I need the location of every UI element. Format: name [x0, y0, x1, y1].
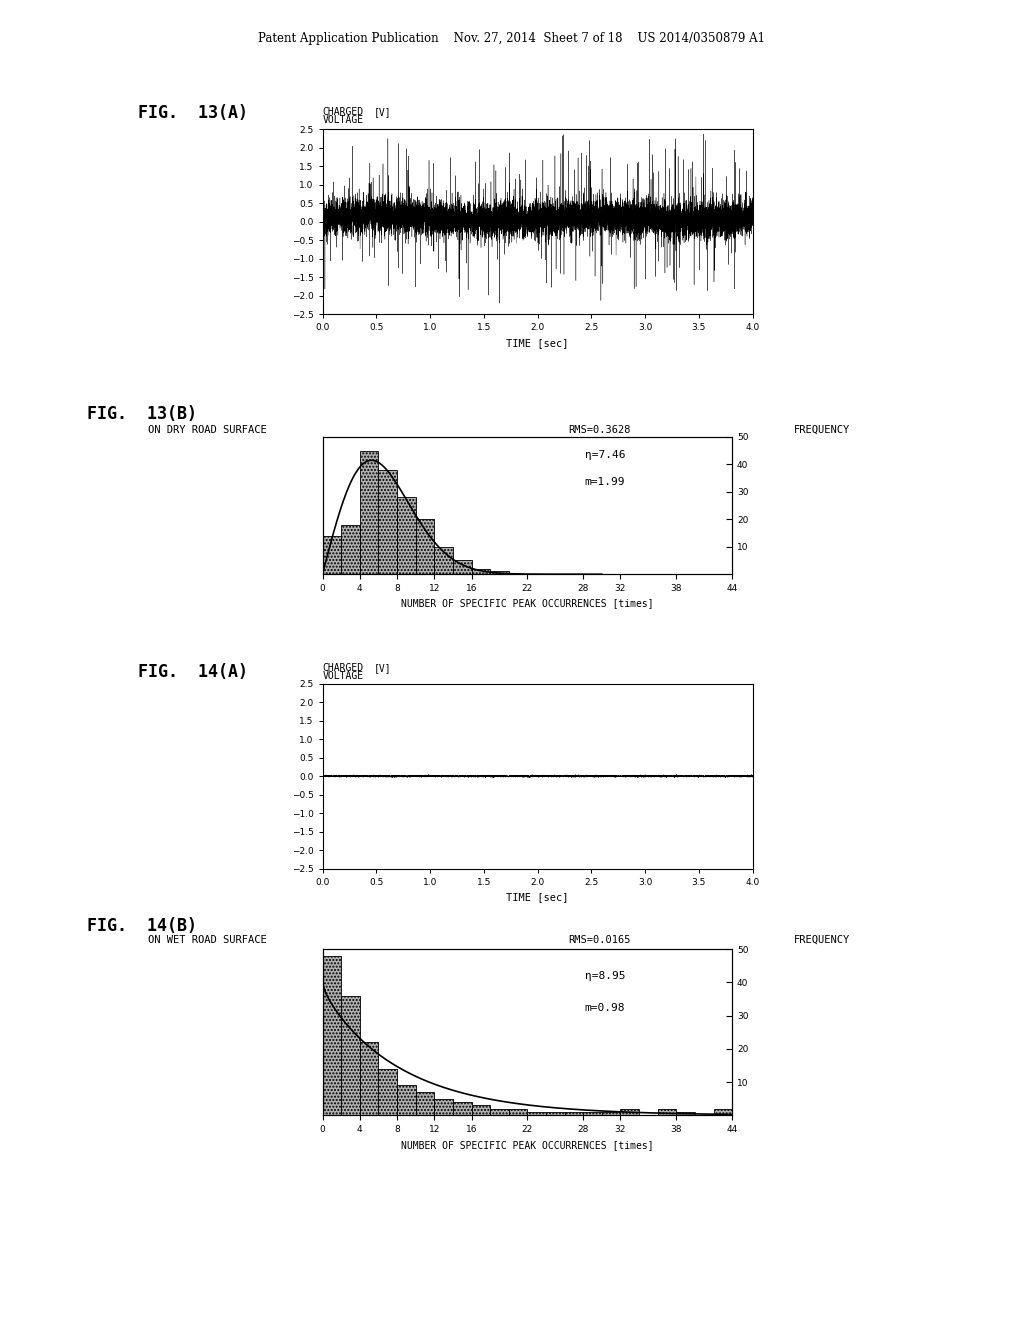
Text: FIG.  14(A): FIG. 14(A): [138, 663, 248, 681]
Bar: [676, 1111, 695, 1115]
Bar: [379, 1069, 397, 1115]
Text: [V]: [V]: [374, 107, 391, 117]
Bar: [416, 519, 434, 574]
Bar: [341, 525, 359, 574]
Bar: [323, 536, 341, 574]
Bar: [434, 1098, 453, 1115]
Bar: [359, 1043, 379, 1115]
Bar: [323, 956, 341, 1115]
Text: Patent Application Publication    Nov. 27, 2014  Sheet 7 of 18    US 2014/035087: Patent Application Publication Nov. 27, …: [258, 32, 766, 45]
Bar: [379, 470, 397, 574]
Bar: [341, 995, 359, 1115]
Bar: [397, 1085, 416, 1115]
Bar: [416, 1092, 434, 1115]
Text: ON DRY ROAD SURFACE: ON DRY ROAD SURFACE: [148, 425, 267, 436]
Bar: [453, 561, 471, 574]
Text: FREQUENCY: FREQUENCY: [794, 935, 850, 945]
X-axis label: TIME [sec]: TIME [sec]: [506, 892, 569, 902]
Text: VOLTAGE: VOLTAGE: [323, 671, 364, 681]
Bar: [714, 1109, 732, 1115]
Text: VOLTAGE: VOLTAGE: [323, 115, 364, 125]
Text: η=8.95: η=8.95: [585, 972, 626, 981]
Text: FIG.  13(B): FIG. 13(B): [87, 405, 197, 424]
Bar: [471, 569, 490, 574]
Bar: [546, 1111, 564, 1115]
X-axis label: NUMBER OF SPECIFIC PEAK OCCURRENCES [times]: NUMBER OF SPECIFIC PEAK OCCURRENCES [tim…: [401, 598, 653, 609]
Text: m=0.98: m=0.98: [585, 1003, 626, 1012]
Text: FIG.  13(A): FIG. 13(A): [138, 104, 248, 123]
Text: CHARGED: CHARGED: [323, 663, 364, 673]
Bar: [490, 1109, 509, 1115]
Text: RMS=0.0165: RMS=0.0165: [568, 935, 631, 945]
Bar: [509, 1109, 527, 1115]
Bar: [621, 1109, 639, 1115]
Text: [V]: [V]: [374, 663, 391, 673]
Text: RMS=0.3628: RMS=0.3628: [568, 425, 631, 436]
Bar: [527, 1111, 546, 1115]
Bar: [584, 1111, 602, 1115]
Text: FREQUENCY: FREQUENCY: [794, 425, 850, 436]
Bar: [657, 1109, 676, 1115]
Text: CHARGED: CHARGED: [323, 107, 364, 117]
Bar: [453, 1102, 471, 1115]
X-axis label: TIME [sec]: TIME [sec]: [506, 338, 569, 347]
Text: η=7.46: η=7.46: [585, 450, 626, 459]
Bar: [359, 450, 379, 574]
X-axis label: NUMBER OF SPECIFIC PEAK OCCURRENCES [times]: NUMBER OF SPECIFIC PEAK OCCURRENCES [tim…: [401, 1139, 653, 1150]
Text: FIG.  14(B): FIG. 14(B): [87, 917, 197, 936]
Bar: [490, 572, 509, 574]
Text: m=1.99: m=1.99: [585, 477, 626, 487]
Bar: [471, 1105, 490, 1115]
Bar: [564, 1111, 584, 1115]
Text: ON WET ROAD SURFACE: ON WET ROAD SURFACE: [148, 935, 267, 945]
Bar: [397, 498, 416, 574]
Bar: [434, 546, 453, 574]
Bar: [602, 1111, 621, 1115]
